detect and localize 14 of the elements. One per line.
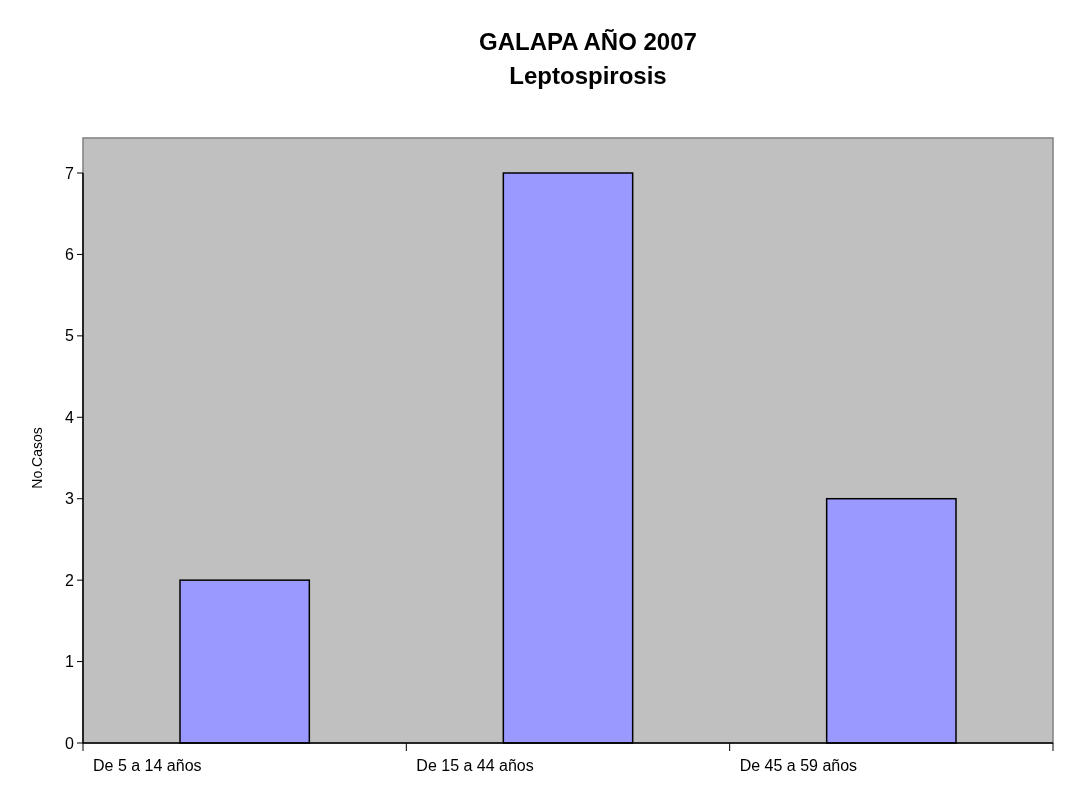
y-tick-label: 7 (65, 164, 75, 182)
y-tick-label: 0 (65, 734, 75, 752)
y-tick-label: 4 (65, 408, 75, 426)
chart-subtitle: Leptospirosis (509, 62, 667, 89)
y-tick-label: 6 (65, 246, 75, 264)
y-tick-label: 1 (65, 653, 75, 671)
x-tick-label: De 5 a 14 años (93, 757, 202, 774)
y-axis-title: No.Casos (29, 427, 45, 489)
x-tick-label: De 15 a 44 años (416, 757, 534, 774)
y-tick-label: 2 (65, 571, 75, 589)
y-tick-label: 3 (65, 490, 75, 508)
x-tick-label: De 45 a 59 años (739, 757, 858, 774)
y-tick-label: 5 (65, 327, 75, 345)
chart-title: GALAPA AÑO 2007 (479, 28, 697, 55)
